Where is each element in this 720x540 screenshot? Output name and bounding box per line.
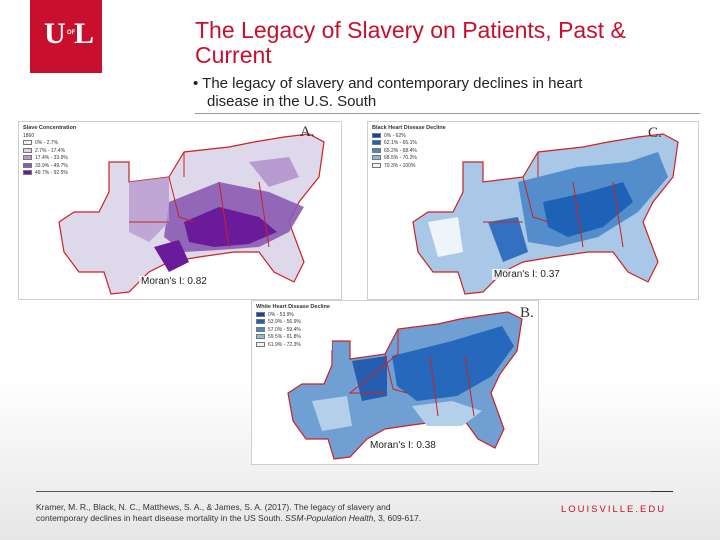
logo-letter-u: U bbox=[44, 17, 66, 50]
citation-text: Kramer, M. R., Black, N. C., Matthews, S… bbox=[36, 502, 391, 523]
legend-swatch bbox=[256, 341, 265, 347]
legend-item: 59.5% - 61.8% bbox=[256, 334, 330, 342]
legend-subtitle: 1860 bbox=[23, 132, 35, 139]
legend-item: 57.0% - 59.4% bbox=[256, 327, 330, 335]
legend-label: 2.7% - 17.4% bbox=[35, 147, 66, 154]
legend-swatch bbox=[372, 147, 381, 153]
logo-letter-l: L bbox=[74, 17, 95, 50]
footer-website-link[interactable]: LOUISVILLE.EDU bbox=[561, 504, 667, 515]
map-black-heart-disease-decline: Black Heart Disease Decline 0% - 62% 62.… bbox=[367, 121, 699, 300]
legend-item: 68.5% - 70.2% bbox=[372, 155, 446, 163]
legend-label: 59.5% - 61.8% bbox=[268, 334, 301, 340]
map-c-letter: C. bbox=[648, 125, 662, 141]
legend-item: 61.9% - 72.3% bbox=[256, 342, 330, 350]
university-logo[interactable]: U OF L bbox=[30, 0, 102, 73]
bullet-marker: • bbox=[193, 75, 199, 92]
citation: Kramer, M. R., Black, N. C., Matthews, S… bbox=[36, 502, 426, 524]
legend-title: Black Heart Disease Decline bbox=[372, 125, 446, 131]
map-c-legend: Black Heart Disease Decline 0% - 62% 62.… bbox=[370, 124, 448, 171]
legend-item: 49.7% - 92.5% bbox=[23, 170, 76, 178]
legend-swatch bbox=[372, 140, 381, 146]
map-c-morans-i: Moran's I: 0.37 bbox=[492, 269, 562, 280]
map-c-image bbox=[412, 133, 679, 295]
legend-item: 0% - 62% bbox=[372, 133, 446, 141]
legend-label: 61.9% - 72.3% bbox=[268, 341, 301, 348]
legend-item: 33.9% - 49.7% bbox=[23, 163, 76, 171]
footer-accent-line bbox=[651, 491, 673, 492]
legend-swatch bbox=[23, 162, 32, 168]
map-a-image bbox=[58, 133, 325, 295]
logo-letters-of: OF bbox=[67, 30, 76, 36]
legend-item: 0% - 2.7% bbox=[23, 140, 76, 148]
legend-swatch bbox=[372, 155, 381, 161]
legend-swatch bbox=[256, 326, 265, 332]
legend-item: 0% - 53.9% bbox=[256, 312, 330, 320]
legend-swatch bbox=[23, 140, 32, 146]
legend-swatch bbox=[372, 132, 381, 138]
legend-label: 65.2% - 68.4% bbox=[384, 147, 417, 154]
legend-item: 62.1% - 65.1% bbox=[372, 140, 446, 148]
map-slave-concentration: Slave Concentration 1860 0% - 2.7% 2.7% … bbox=[18, 121, 342, 300]
legend-label: 53.9% - 56.9% bbox=[268, 319, 301, 325]
legend-item: 65.2% - 68.4% bbox=[372, 148, 446, 156]
map-a-morans-i: Moran's I: 0.82 bbox=[139, 276, 209, 287]
title-divider bbox=[195, 113, 700, 114]
slide-title: The Legacy of Slavery on Patients, Past … bbox=[195, 17, 626, 68]
map-a-letter: A. bbox=[300, 124, 315, 140]
bullet-text-line1: The legacy of slavery and contemporary d… bbox=[202, 75, 583, 92]
bullet-text-line2: disease in the U.S. South bbox=[207, 93, 377, 110]
legend-swatch bbox=[23, 147, 32, 153]
legend-label: 0% - 53.9% bbox=[268, 311, 294, 318]
legend-label: 57.0% - 59.4% bbox=[268, 326, 301, 333]
legend-label: 62.1% - 65.1% bbox=[384, 140, 417, 146]
bullet-point: • The legacy of slavery and contemporary… bbox=[193, 75, 693, 111]
legend-label: 49.7% - 92.5% bbox=[35, 170, 68, 176]
map-white-heart-disease-decline: White Heart Disease Decline 0% - 53.9% 5… bbox=[251, 300, 539, 465]
legend-item: 2.7% - 17.4% bbox=[23, 148, 76, 156]
legend-label: 70.3% - 100% bbox=[384, 162, 416, 169]
legend-label: 68.5% - 70.2% bbox=[384, 155, 417, 161]
legend-title: White Heart Disease Decline bbox=[256, 304, 330, 310]
legend-swatch bbox=[256, 319, 265, 325]
footer-divider bbox=[36, 491, 671, 492]
legend-swatch bbox=[23, 170, 32, 176]
map-b-letter: B. bbox=[520, 305, 534, 321]
legend-label: 33.9% - 49.7% bbox=[35, 162, 68, 169]
map-b-legend: White Heart Disease Decline 0% - 53.9% 5… bbox=[254, 303, 332, 350]
legend-swatch bbox=[23, 155, 32, 161]
citation-journal: SSM-Population Health bbox=[285, 513, 374, 523]
map-b-image bbox=[287, 311, 523, 460]
legend-swatch bbox=[372, 162, 381, 168]
legend-swatch bbox=[256, 334, 265, 340]
map-a-legend: Slave Concentration 1860 0% - 2.7% 2.7% … bbox=[21, 124, 79, 179]
map-b-morans-i: Moran's I: 0.38 bbox=[368, 440, 438, 451]
legend-label: 0% - 2.7% bbox=[35, 140, 59, 146]
legend-item: 53.9% - 56.9% bbox=[256, 319, 330, 327]
legend-title: Slave Concentration bbox=[23, 125, 77, 131]
legend-item: 17.4% - 33.9% bbox=[23, 155, 76, 163]
citation-tail: , 3, 609-617. bbox=[373, 513, 422, 523]
legend-label: 17.4% - 33.9% bbox=[35, 155, 68, 161]
legend-swatch bbox=[256, 311, 265, 317]
legend-label: 0% - 62% bbox=[384, 132, 406, 139]
legend-item: 70.3% - 100% bbox=[372, 163, 446, 171]
